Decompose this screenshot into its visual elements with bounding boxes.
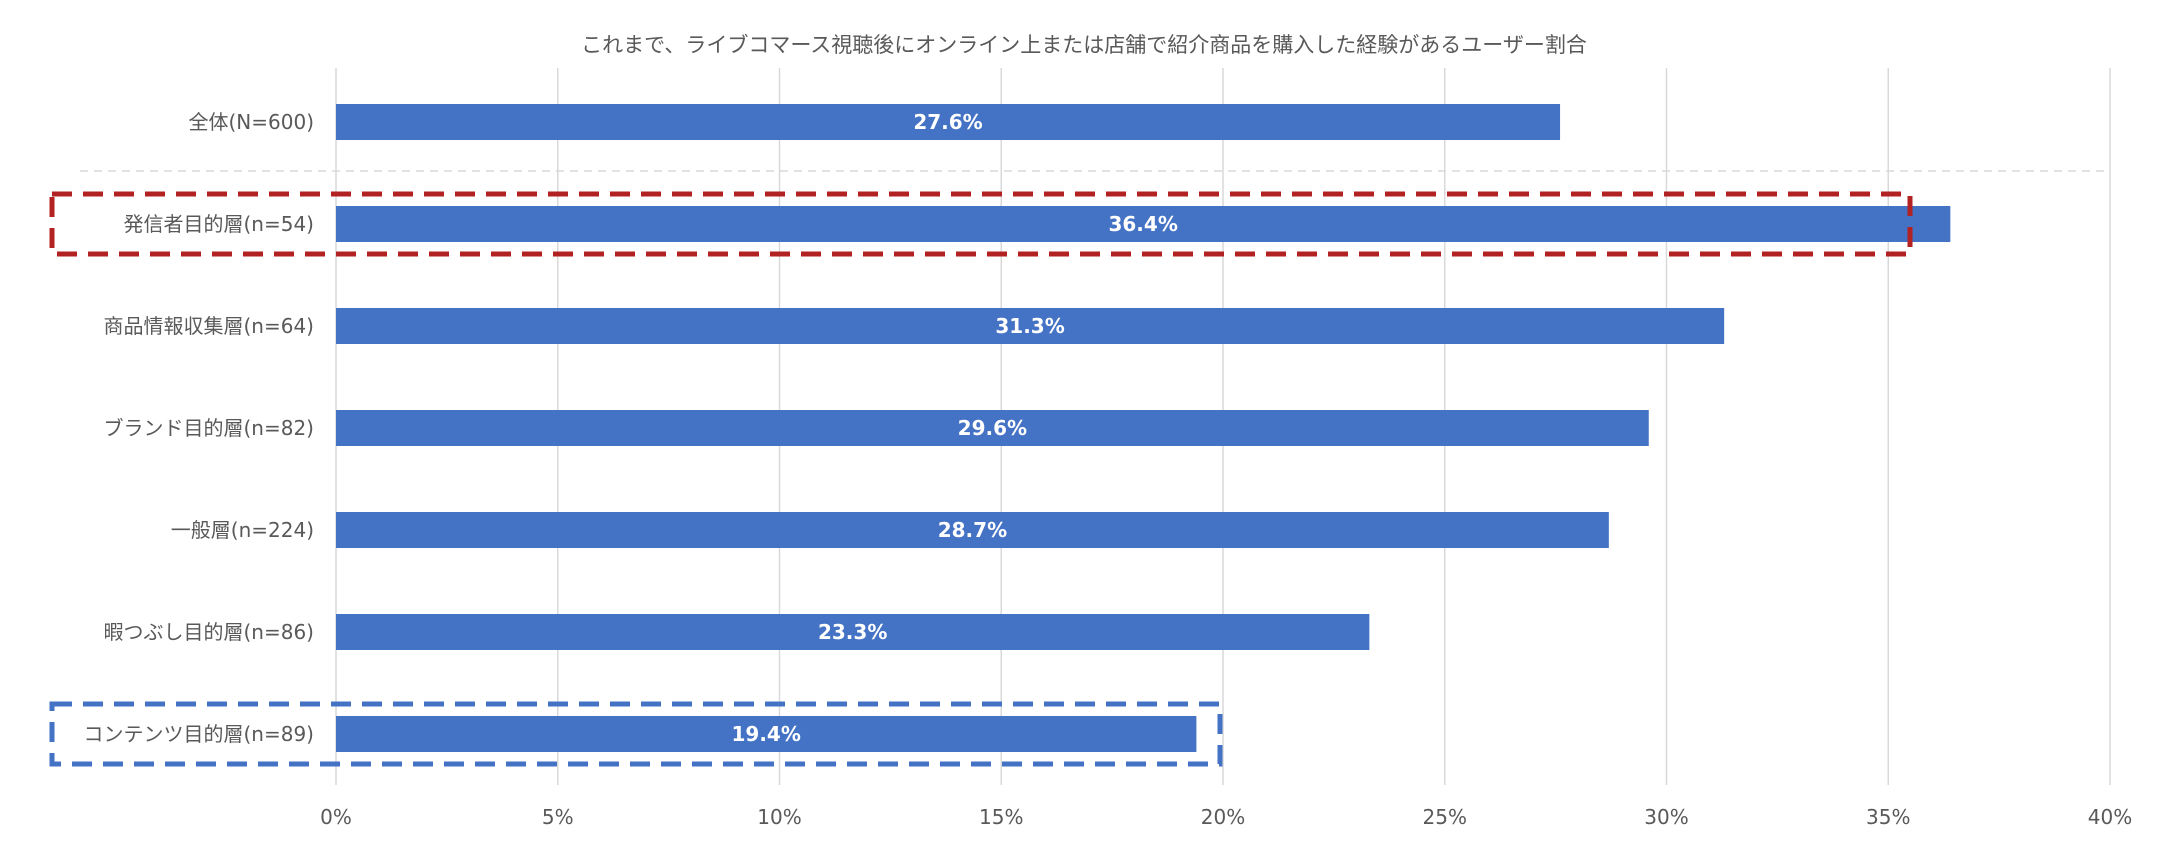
x-tick-label: 15%: [979, 805, 1023, 829]
bar-data-label: 19.4%: [731, 722, 800, 746]
x-tick-label: 40%: [2088, 805, 2132, 829]
bar: [336, 512, 1609, 548]
x-tick-label: 10%: [757, 805, 801, 829]
bar: [336, 614, 1370, 650]
category-label: 発信者目的層(n=54): [124, 212, 315, 236]
category-label: ブランド目的層(n=82): [104, 416, 315, 440]
bar: [336, 716, 1197, 752]
bar-data-label: 29.6%: [958, 416, 1027, 440]
x-tick-label: 20%: [1201, 805, 1245, 829]
bar: [336, 206, 1951, 242]
chart-title: これまで、ライブコマース視聴後にオンライン上または店舗で紹介商品を購入した経験が…: [581, 33, 1587, 57]
category-label: 一般層(n=224): [171, 518, 314, 542]
bars: [336, 104, 1951, 752]
category-label: 暇つぶし目的層(n=86): [104, 620, 315, 644]
category-label: 商品情報収集層(n=64): [104, 314, 315, 338]
highlight-box: [49, 701, 1223, 767]
bar: [336, 308, 1725, 344]
x-tick-label: 35%: [1866, 805, 1910, 829]
x-axis-ticks: 0% 5% 10% 15% 20% 25% 30% 35% 40%: [320, 805, 2132, 829]
bar: [336, 104, 1561, 140]
x-tick-label: 5%: [542, 805, 574, 829]
bar-data-label: 28.7%: [938, 518, 1007, 542]
category-label: コンテンツ目的層(n=89): [84, 722, 315, 746]
x-tick-label: 0%: [320, 805, 352, 829]
bar-data-label: 36.4%: [1108, 212, 1177, 236]
category-labels: 全体(N=600) 発信者目的層(n=54) 商品情報収集層(n=64) ブランド目的…: [84, 110, 315, 746]
x-tick-label: 30%: [1644, 805, 1688, 829]
bar-labels: 27.6% 36.4% 31.3% 29.6% 28.7% 23.3% 19.4%: [731, 110, 1177, 746]
highlight-boxes: [49, 191, 1913, 767]
bar: [336, 410, 1649, 446]
category-label: 全体(N=600): [189, 110, 315, 134]
bar-data-label: 31.3%: [995, 314, 1064, 338]
bar-data-label: 23.3%: [818, 620, 887, 644]
x-tick-label: 25%: [1423, 805, 1467, 829]
bar-data-label: 27.6%: [913, 110, 982, 134]
